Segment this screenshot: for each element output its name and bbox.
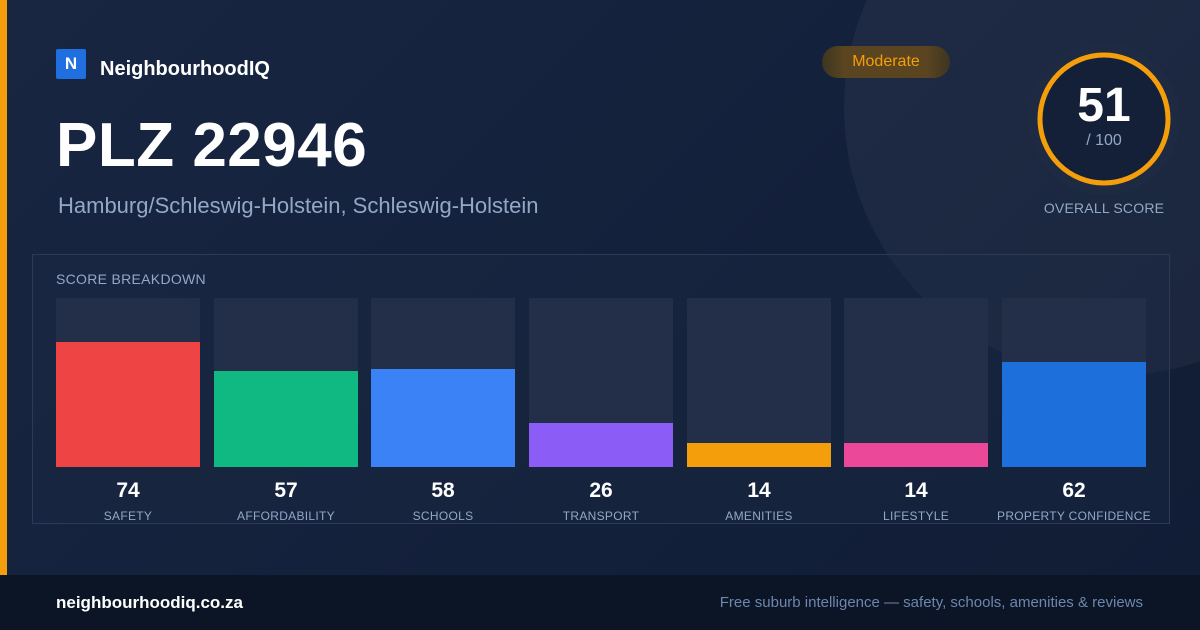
bar-property-confidence: 62 PROPERTY CONFIDENCE [997,298,1151,523]
page-title: PLZ 22946 [56,111,368,180]
bar-value: 62 [1062,479,1086,502]
bar-value: 58 [431,479,455,502]
brand-name: NeighbourhoodIQ [100,58,270,80]
score-card: N NeighbourhoodIQ PLZ 22946 Hamburg/Schl… [0,0,1200,575]
bar-track [1002,298,1146,467]
overall-score-max: / 100 [1086,132,1122,149]
bar-schools: 58 SCHOOLS [371,298,515,523]
score-breakdown-panel: SCORE BREAKDOWN 74 SAFETY 57 AFFORDABILITY 5… [32,254,1170,524]
bar-value: 14 [904,479,928,502]
bar-fill [56,342,200,467]
rating-badge: Moderate [822,46,950,78]
bar-value: 14 [747,479,771,502]
overall-score-ring [1028,43,1180,195]
footer: neighbourhoodiq.co.za Free suburb intell… [0,575,1200,630]
bar-value: 57 [274,479,298,502]
brand-logo: N [56,48,86,79]
bar-label: PROPERTY CONFIDENCE [997,509,1151,523]
bar-fill [844,443,988,467]
score-ring-progress [1037,52,1171,186]
location-subtitle: Hamburg/Schleswig-Holstein, Schleswig-Ho… [58,193,539,218]
bar-fill [371,369,515,467]
bar-lifestyle: 14 LIFESTYLE [844,298,988,523]
accent-bar [0,0,7,575]
bar-label: TRANSPORT [562,509,640,523]
overall-score-label: OVERALL SCORE [1043,200,1165,216]
bar-track [687,298,831,467]
overall-score-value: 51 [1077,79,1131,132]
footer-tagline: Free suburb intelligence — safety, schoo… [719,594,1143,611]
bar-track [844,298,988,467]
bar-track [529,298,673,467]
bar-fill [529,423,673,467]
bar-value: 26 [589,479,613,502]
bar-fill [687,443,831,467]
bar-label: SCHOOLS [412,509,474,523]
bar-label: AMENITIES [725,509,793,523]
brand[interactable]: N NeighbourhoodIQ [56,46,270,81]
bar-track [371,298,515,467]
bar-label: LIFESTYLE [882,509,950,523]
footer-domain-link[interactable]: neighbourhoodiq.co.za [56,593,243,612]
bar-value: 74 [116,479,140,502]
bar-affordability: 57 AFFORDABILITY [214,298,358,523]
bar-track [56,298,200,467]
bar-track [214,298,358,467]
bar-safety: 74 SAFETY [56,298,200,523]
bar-amenities: 14 AMENITIES [687,298,831,523]
bar-transport: 26 TRANSPORT [529,298,673,523]
breakdown-title: SCORE BREAKDOWN [56,271,206,287]
bar-label: SAFETY [103,509,153,523]
bar-fill [1002,362,1146,467]
bar-label: AFFORDABILITY [237,509,335,523]
bar-fill [214,371,358,467]
breakdown-bars: 74 SAFETY 57 AFFORDABILITY 58 SCHOOLS 26 TRANSP… [56,298,1151,523]
